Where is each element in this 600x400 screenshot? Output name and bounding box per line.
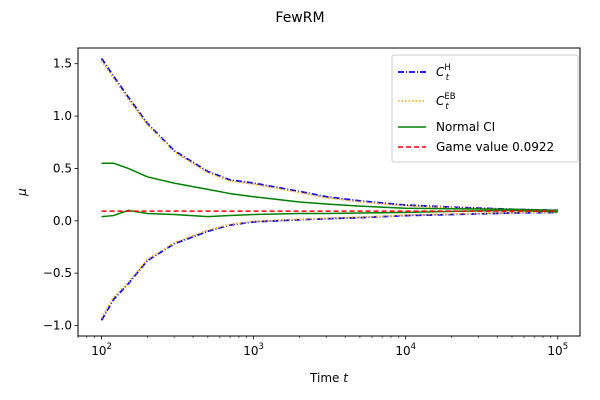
legend-label-0: CH t xyxy=(436,63,451,83)
series-upper-0 xyxy=(100,57,558,212)
x-tick-label: 104 xyxy=(395,342,416,358)
legend-label-1: CEB t xyxy=(436,92,456,112)
series-upper-1 xyxy=(100,60,558,212)
y-axis: −1.0 −0.5 0.0 0.5 1.0 1.5 xyxy=(43,57,78,333)
series-lower-0 xyxy=(100,211,558,321)
y-tick-label: 1.0 xyxy=(53,109,72,123)
legend-box xyxy=(391,54,579,163)
y-tick-label: 0.5 xyxy=(53,161,72,175)
x-tick-label: 105 xyxy=(547,342,568,358)
chart-title: FewRM xyxy=(275,10,324,26)
x-axis-label: Time t xyxy=(309,371,349,385)
y-tick-label: −1.0 xyxy=(43,319,72,333)
x-axis: 102 103 104 105 xyxy=(77,336,568,358)
y-tick-label: −0.5 xyxy=(43,266,72,280)
series-upper-2 xyxy=(101,162,558,212)
y-axis-label: μ xyxy=(15,188,29,197)
series-layer xyxy=(100,57,558,321)
series-lower-1 xyxy=(100,211,558,319)
legend: CH t CEB t Normal CI Game value 0.0922 xyxy=(391,54,579,163)
legend-label-3: Game value 0.0922 xyxy=(436,140,554,154)
x-tick-label: 102 xyxy=(91,342,112,358)
y-tick-label: 1.5 xyxy=(53,57,72,71)
x-tick-label: 103 xyxy=(243,342,264,358)
y-tick-label: 0.0 xyxy=(53,214,72,228)
legend-label-2: Normal CI xyxy=(436,120,495,134)
plot-frame xyxy=(77,47,581,337)
